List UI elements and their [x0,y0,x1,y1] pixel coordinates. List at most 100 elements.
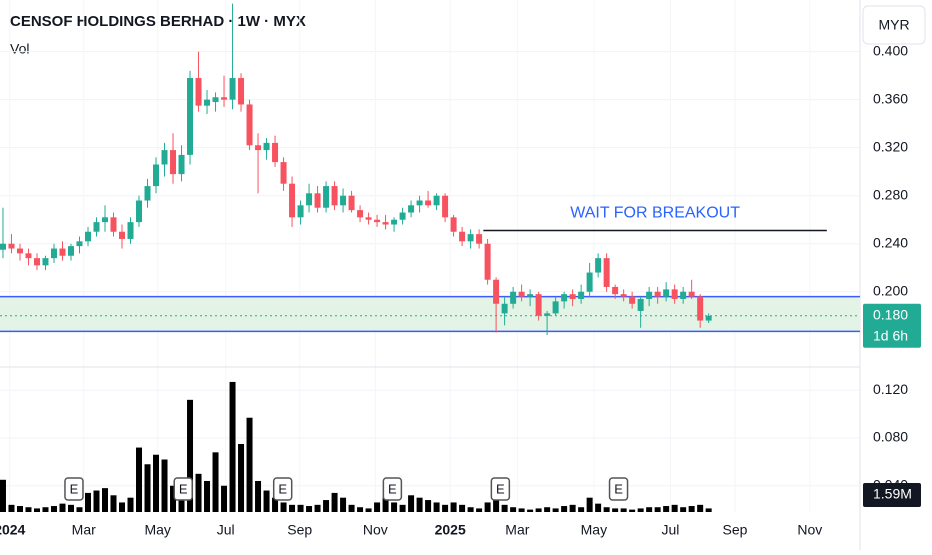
candle-body [238,78,245,105]
candle-body [561,294,568,302]
candle-body [357,210,364,218]
x-tick-label: Nov [363,522,388,538]
volume-bar [408,495,415,512]
volume-bar [382,497,389,512]
earnings-label: E [496,481,505,496]
candle-body [297,205,304,218]
volume-bar [501,504,508,512]
x-tick-label: 2025 [435,522,466,538]
last-price-label: 0.180 [873,306,908,322]
volume-bar [93,490,100,512]
volume-bar [280,502,287,512]
x-tick-label: Mar [72,522,96,538]
volume-bar [510,507,517,512]
last-price-box [863,303,921,348]
volume-bar [620,508,627,512]
candle-body [221,97,228,100]
volume-bar [348,504,355,512]
volume-bar [297,504,304,512]
volume-bar [442,504,449,512]
volume-bar [399,504,406,512]
candle-body [102,217,109,223]
earnings-label: E [70,481,79,496]
volume-bar [544,507,551,512]
y2-tick-label: 0.080 [873,429,908,445]
candle-body [153,164,160,187]
candle-body [229,78,236,100]
volume-bar [0,479,6,512]
candle-body [331,186,338,206]
volume-bar [170,485,177,512]
x-tick-label: 2024 [0,522,26,538]
support-zone [0,296,860,332]
candle-body [67,246,74,256]
volume-bar [595,503,602,512]
volume-bar [476,508,483,512]
volume-bar [365,508,372,512]
volume-bar [102,488,109,512]
candle-body [16,248,23,254]
x-tick-label: Jul [217,522,235,538]
volume-bar [374,502,381,512]
candle-body [33,258,40,266]
volume-bar [561,506,568,512]
candle-body [382,222,389,225]
currency-button-label[interactable]: MYR [878,17,909,33]
earnings-marker [608,477,629,501]
volume-bar [25,507,32,512]
candle-body [510,291,517,304]
volume-bar [612,508,619,512]
volume-bar [603,507,610,512]
volume-bar [178,495,185,512]
volume-bar [263,490,270,512]
x-tick-label: May [144,522,170,538]
volume-bar [33,508,40,512]
volume-bar [459,504,466,512]
volume-bar [484,502,491,512]
candle-body [306,193,313,206]
candle-body [59,248,66,256]
volume-bar [671,504,678,512]
currency-button[interactable] [862,5,926,45]
candle-body [42,258,49,266]
candle-body [0,243,6,250]
earnings-label: E [179,481,188,496]
candle-body [595,258,602,273]
last-volume-box [863,483,921,507]
candle-body [25,253,32,259]
candle-body [527,294,534,297]
volume-bar [272,497,279,512]
volume-bar [84,492,91,512]
volume-bar [153,454,160,512]
earnings-label: E [388,481,397,496]
volume-bar [637,508,644,512]
volume-bar [705,508,712,512]
candle-body [654,291,661,297]
y-tick-label: 0.400 [873,42,908,58]
candle-body [416,200,423,206]
volume-bar [697,504,704,512]
y-tick-label: 0.320 [873,138,908,154]
y2-tick-label: 0.120 [873,381,908,397]
volume-bar [331,492,338,512]
candle-body [569,294,576,299]
candle-body [705,315,712,321]
volume-bar [119,502,126,512]
candle-body [119,231,126,239]
candle-body [340,195,347,206]
volume-bar [195,473,202,512]
candle-body [255,145,262,151]
candle-body [212,97,219,103]
volume-bar [161,459,168,512]
volume-bar [527,509,534,512]
candle-body [476,234,483,244]
volume-bar [552,508,559,512]
candle-body [76,241,83,247]
earnings-label: E [614,481,623,496]
volume-bar [518,508,525,512]
volume-bar [450,502,457,512]
volume-bar [306,506,313,512]
x-tick-label: May [581,522,607,538]
earnings-marker [382,477,403,501]
